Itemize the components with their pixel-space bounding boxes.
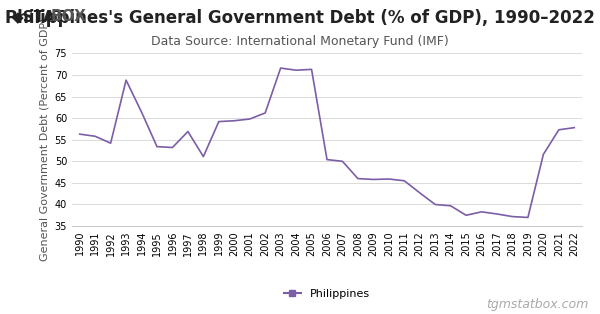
Legend: Philippines: Philippines <box>280 284 374 303</box>
Text: BOX: BOX <box>51 9 87 24</box>
Text: tgmstatbox.com: tgmstatbox.com <box>486 298 588 311</box>
Text: Philippines's General Government Debt (% of GDP), 1990–2022: Philippines's General Government Debt (%… <box>5 9 595 27</box>
Text: ◆STAT: ◆STAT <box>12 9 65 24</box>
Text: Data Source: International Monetary Fund (IMF): Data Source: International Monetary Fund… <box>151 35 449 47</box>
Y-axis label: General Government Debt (Percent of GDP): General Government Debt (Percent of GDP) <box>39 18 49 262</box>
